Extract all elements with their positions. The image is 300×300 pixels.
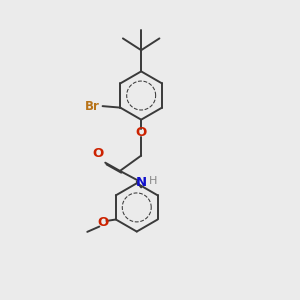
- Text: H: H: [149, 176, 158, 186]
- Text: O: O: [136, 125, 147, 139]
- Text: O: O: [98, 216, 109, 229]
- Text: O: O: [93, 147, 104, 160]
- Text: N: N: [136, 176, 147, 189]
- Text: Br: Br: [85, 100, 100, 112]
